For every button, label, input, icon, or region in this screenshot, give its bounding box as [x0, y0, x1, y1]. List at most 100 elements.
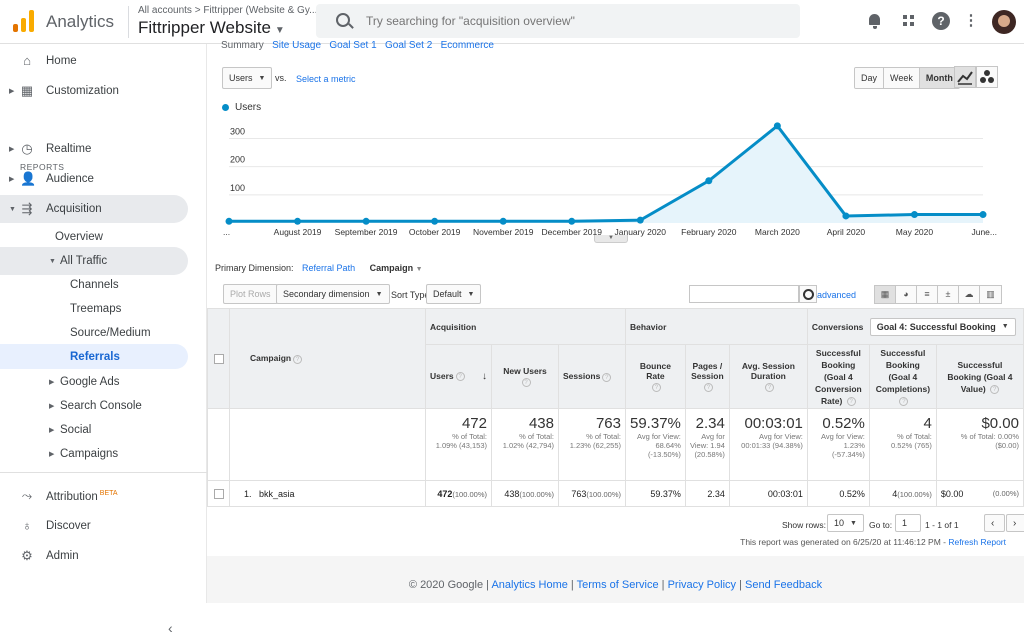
campaign-header[interactable]: Campaign? — [229, 308, 426, 409]
row-campaign-link[interactable]: bkk_asia — [259, 488, 295, 499]
nav-audience[interactable]: ▶ 👤 Audience — [0, 165, 207, 193]
nav-campaigns[interactable]: ▶ Campaigns — [0, 440, 188, 468]
nav-admin[interactable]: ⚙ Admin — [0, 542, 207, 570]
performance-view-icon[interactable]: ≡ — [917, 286, 938, 303]
chart-point[interactable] — [910, 211, 918, 219]
goal-value-header[interactable]: Successful Booking (Goal 4 Value) ? — [935, 344, 1024, 409]
nav-realtime[interactable]: ▶ ◷ Realtime — [0, 135, 207, 163]
dimension-referral-path-link[interactable]: Referral Path — [302, 263, 356, 273]
advanced-filter-link[interactable]: advanced — [817, 290, 857, 300]
help-tooltip-icon[interactable]: ? — [651, 382, 661, 392]
pivot-view-icon[interactable]: ▥ — [980, 286, 1001, 303]
nav-customization[interactable]: ▶ ▦ Customization — [0, 77, 207, 105]
chart-point[interactable] — [636, 216, 644, 224]
data-table-view-icon[interactable]: ▦ — [875, 286, 896, 303]
nav-source-medium[interactable]: Source/Medium — [0, 319, 188, 347]
user-avatar[interactable] — [992, 10, 1016, 34]
table-row[interactable]: 1. bkk_asia 472(100.00%) 438(100.00%) 76… — [207, 480, 1024, 507]
footer-analytics-home-link[interactable]: Analytics Home — [491, 579, 568, 591]
conversion-rate-header[interactable]: Successful Booking (Goal 4 Conversion Ra… — [806, 344, 870, 409]
chart-point[interactable] — [499, 217, 507, 225]
motion-chart-type-icon[interactable] — [976, 66, 998, 88]
tab-summary[interactable]: Summary — [221, 40, 264, 51]
chart-point[interactable] — [979, 211, 987, 219]
nav-overview[interactable]: Overview — [0, 223, 188, 251]
analytics-logo-icon[interactable] — [13, 10, 35, 32]
chart-point[interactable] — [431, 217, 439, 225]
period-month-button[interactable]: Month — [919, 68, 959, 88]
filter-search-icon[interactable] — [799, 285, 817, 303]
tab-goal-set-1[interactable]: Goal Set 1 — [329, 40, 377, 51]
pie-view-icon[interactable]: ◕ — [896, 286, 917, 303]
table-filter-input[interactable] — [689, 285, 799, 303]
period-day-button[interactable]: Day — [855, 68, 885, 88]
notifications-bell-icon[interactable] — [866, 12, 884, 30]
sessions-header[interactable]: Sessions? — [558, 344, 626, 409]
nav-channels[interactable]: Channels — [0, 271, 188, 299]
chart-point[interactable] — [225, 217, 233, 225]
search-bar[interactable] — [316, 4, 800, 38]
goto-page-input[interactable]: 1 — [895, 514, 921, 532]
nav-treemaps[interactable]: Treemaps — [0, 295, 188, 323]
completions-header[interactable]: Successful Booking (Goal 4 Completions)? — [868, 344, 937, 409]
nav-home[interactable]: ⌂ Home — [0, 47, 207, 75]
line-chart-type-icon[interactable] — [954, 66, 976, 88]
footer-terms-link[interactable]: Terms of Service — [576, 579, 659, 591]
nav-acquisition[interactable]: ▼ ⇶ Acquisition — [0, 195, 188, 223]
help-icon[interactable]: ? — [932, 12, 950, 30]
nav-referrals[interactable]: Referrals — [0, 344, 188, 369]
more-vert-icon[interactable]: ⋮ — [963, 12, 979, 29]
help-tooltip-icon[interactable]: ? — [455, 372, 465, 382]
property-selector[interactable]: Fittripper Website ▼ — [138, 18, 285, 38]
bounce-rate-header[interactable]: Bounce Rate? — [625, 344, 686, 409]
footer-privacy-link[interactable]: Privacy Policy — [667, 579, 737, 591]
term-cloud-view-icon[interactable]: ☁ — [959, 286, 980, 303]
nav-attribution[interactable]: ⤳ Attribution BETA — [0, 482, 207, 510]
chart-point[interactable] — [773, 122, 781, 130]
new-users-header[interactable]: New Users? — [491, 344, 559, 409]
app-name[interactable]: Analytics — [46, 12, 115, 31]
nav-discover[interactable]: ♁ Discover — [0, 512, 207, 540]
show-rows-select[interactable]: 10 ▼ — [827, 514, 864, 532]
nav-social[interactable]: ▶ Social — [0, 416, 188, 444]
nav-google-ads[interactable]: ▶ Google Ads — [0, 368, 188, 396]
help-tooltip-icon[interactable]: ? — [990, 384, 1000, 394]
comparison-view-icon[interactable]: ± — [938, 286, 959, 303]
prev-page-chevron-icon[interactable]: ‹ — [984, 514, 1005, 532]
collapse-sidebar-chevron-icon[interactable]: ‹ — [168, 620, 173, 636]
help-tooltip-icon[interactable]: ? — [846, 396, 856, 406]
help-tooltip-icon[interactable]: ? — [899, 396, 909, 406]
chart-point[interactable] — [705, 177, 713, 185]
tab-ecommerce[interactable]: Ecommerce — [440, 40, 494, 51]
help-tooltip-icon[interactable]: ? — [764, 382, 774, 392]
apps-grid-icon[interactable] — [900, 12, 918, 30]
dimension-campaign-selector[interactable]: Campaign ▼ — [370, 263, 423, 273]
footer-feedback-link[interactable]: Send Feedback — [745, 579, 823, 591]
account-breadcrumb[interactable]: All accounts > Fittripper (Website & Gy.… — [138, 5, 318, 16]
row-checkbox[interactable] — [213, 488, 224, 499]
select-all-checkbox[interactable] — [213, 353, 224, 364]
metric-select[interactable]: Users ▼ — [222, 67, 273, 89]
chart-point[interactable] — [842, 212, 850, 220]
tab-goal-set-2[interactable]: Goal Set 2 — [385, 40, 433, 51]
goal-select[interactable]: Goal 4: Successful Booking ▼ — [869, 317, 1016, 336]
nav-all-traffic[interactable]: ▼ All Traffic — [0, 247, 188, 275]
help-tooltip-icon[interactable]: ? — [602, 372, 612, 382]
search-input[interactable] — [366, 4, 786, 38]
chart-point[interactable] — [568, 217, 576, 225]
chart-point[interactable] — [362, 217, 370, 225]
secondary-dimension-select[interactable]: Secondary dimension ▼ — [276, 284, 390, 304]
sort-type-select[interactable]: Default ▼ — [426, 284, 482, 304]
plot-rows-button[interactable]: Plot Rows — [223, 284, 278, 304]
period-week-button[interactable]: Week — [884, 68, 920, 88]
chart-collapse-handle[interactable]: ▼ — [594, 235, 628, 243]
nav-search-console[interactable]: ▶ Search Console — [0, 392, 188, 420]
chart-point[interactable] — [294, 217, 302, 225]
pages-session-header[interactable]: Pages / Session? — [684, 344, 730, 409]
help-tooltip-icon[interactable]: ? — [521, 377, 531, 387]
next-page-chevron-icon[interactable]: › — [1006, 514, 1024, 532]
select-metric-link[interactable]: Select a metric — [296, 74, 356, 84]
help-tooltip-icon[interactable]: ? — [703, 382, 713, 392]
refresh-report-link[interactable]: Refresh Report — [948, 537, 1006, 547]
help-tooltip-icon[interactable]: ? — [293, 354, 303, 364]
